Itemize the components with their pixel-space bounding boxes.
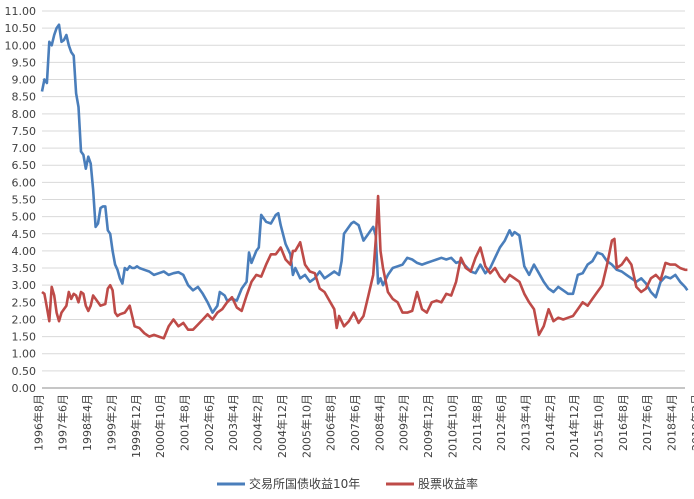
y-tick-label: 2.50: [12, 296, 37, 309]
y-tick-label: 4.50: [12, 228, 37, 241]
x-tick-label: 1997年6月: [56, 394, 70, 451]
series-line-stock-yield: [41, 194, 688, 340]
x-tick-label: 2007年6月: [348, 394, 362, 451]
y-tick-label: 8.50: [12, 91, 37, 104]
legend-label-bond-yield: 交易所国债收益10年: [249, 476, 360, 491]
x-tick-label: 2000年10月: [153, 394, 167, 458]
y-tick-label: 10.00: [5, 39, 37, 52]
y-tick-label: 7.00: [12, 142, 37, 155]
y-tick-label: 9.50: [12, 56, 37, 69]
x-tick-label: 2002年6月: [202, 394, 216, 451]
x-tick-label: 2006年8月: [324, 394, 338, 451]
x-tick-label: 2011年8月: [470, 394, 484, 451]
y-tick-label: 6.00: [12, 176, 37, 189]
series-line-bond-yield: [40, 23, 689, 314]
y-axis-tick-labels: 0.00 0.50 1.00 1.50 2.00 2.50 3.00 3.50 4.00 4.50…: [5, 5, 37, 395]
y-tick-label: 3.00: [12, 279, 37, 292]
x-tick-label: 2009年2月: [397, 394, 411, 451]
x-tick-label: 2004年12月: [275, 394, 289, 458]
x-tick-label: 2001年8月: [177, 394, 191, 451]
x-tick-label: 2019年2月: [689, 394, 694, 451]
legend-label-stock-yield: 股票收益率: [418, 476, 478, 491]
x-tick-label: 1999年12月: [129, 394, 143, 458]
x-tick-label: 2015年10月: [592, 394, 606, 458]
y-tick-label: 0.50: [12, 365, 37, 378]
legend: 交易所国债收益10年 股票收益率: [217, 476, 478, 491]
y-tick-label: 11.00: [5, 5, 37, 18]
y-tick-label: 6.50: [12, 159, 37, 172]
x-tick-label: 1998年4月: [80, 394, 94, 451]
legend-item-bond-yield: 交易所国债收益10年: [217, 476, 360, 491]
x-tick-label: 2016年8月: [616, 394, 630, 451]
x-tick-label: 1996年8月: [31, 394, 45, 451]
y-tick-label: 1.00: [12, 348, 37, 361]
grid-lines: [42, 10, 685, 372]
x-tick-label: 2010年10月: [445, 394, 459, 458]
y-tick-label: 4.00: [12, 245, 37, 258]
x-tick-label: 2008年4月: [372, 394, 386, 451]
y-tick-label: 7.50: [12, 125, 37, 138]
x-tick-label: 2018年4月: [665, 394, 679, 451]
y-tick-label: 9.00: [12, 74, 37, 87]
x-tick-label: 2012年6月: [494, 394, 508, 451]
series-lines: [40, 23, 689, 340]
y-tick-label: 5.00: [12, 211, 37, 224]
x-tick-label: 2005年10月: [299, 394, 313, 458]
y-tick-label: 10.50: [5, 22, 37, 35]
y-tick-label: 2.00: [12, 313, 37, 326]
y-tick-label: 5.50: [12, 194, 37, 207]
x-tick-label: 1999年2月: [104, 394, 118, 451]
x-tick-label: 2014年12月: [567, 394, 581, 458]
x-tick-label: 2004年2月: [251, 394, 265, 451]
x-axis-tick-labels: 1996年8月 1997年6月 1998年4月 1999年2月 1999年12月 2000…: [31, 394, 694, 458]
x-tick-label: 2014年2月: [543, 394, 557, 451]
legend-item-stock-yield: 股票收益率: [386, 476, 478, 491]
x-tick-label: 2013年4月: [518, 394, 532, 451]
x-tick-label: 2003年4月: [226, 394, 240, 451]
x-tick-label: 2017年6月: [640, 394, 654, 451]
y-tick-label: 8.00: [12, 108, 37, 121]
x-tick-label: 2009年12月: [421, 394, 435, 458]
y-tick-label: 3.50: [12, 262, 37, 275]
y-tick-label: 0.00: [12, 382, 37, 395]
y-tick-label: 1.50: [12, 331, 37, 344]
